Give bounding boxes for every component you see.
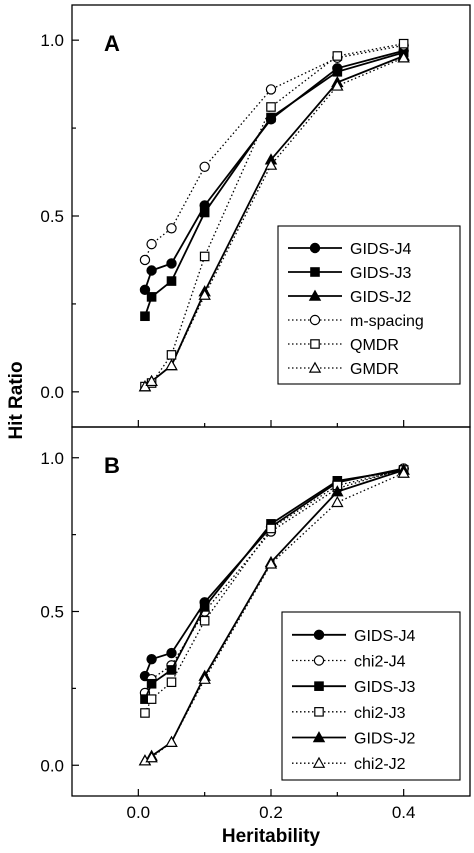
data-point-triangle-marker — [331, 79, 344, 91]
data-point-square-marker — [199, 602, 210, 612]
legend-box — [281, 611, 461, 781]
legend-circle-marker — [309, 314, 321, 326]
legend-label: chi2-J4 — [354, 654, 406, 671]
legend-label: chi2-J2 — [354, 756, 406, 773]
legend-label: GMDR — [350, 361, 399, 378]
data-point-circle-marker — [166, 223, 177, 234]
data-point-square-marker — [146, 694, 157, 704]
x-tick-label: 0.4 — [392, 803, 416, 822]
data-point-triangle-marker — [264, 158, 278, 170]
data-point-triangle-marker — [397, 51, 410, 63]
data-point-triangle-marker — [198, 672, 211, 684]
data-point-square-marker — [140, 311, 150, 322]
data-point-triangle-marker — [264, 557, 278, 569]
data-point-triangle-marker — [145, 374, 158, 387]
data-point-triangle-marker — [331, 485, 344, 497]
legend-triangle-marker — [308, 289, 322, 301]
legend-triangle-marker — [312, 756, 326, 768]
x-tick-label: 0.2 — [259, 803, 283, 822]
legend-label: GIDS-J4 — [354, 628, 415, 645]
data-point-square-marker — [398, 38, 409, 49]
panel-A: 0.0 0.5 1.0 A GIDS-J4 GIDS-J3 GIDS-J2 m-spacing… — [40, 4, 471, 428]
data-point-square-marker — [166, 677, 177, 688]
legend-box — [277, 225, 461, 385]
legend-label: GIDS-J4 — [350, 241, 411, 258]
legend-square-marker — [314, 707, 324, 717]
data-point-circle-marker — [199, 161, 210, 172]
data-point-triangle-marker — [198, 288, 211, 300]
panel-letter: B — [104, 453, 120, 478]
y-tick-label: 0.5 — [40, 207, 64, 226]
panel-B: 0.0 0.5 1.0 0.0 0.2 0.4 B GIDS-J4 chi2-J4 GIDS-J3… — [40, 426, 471, 822]
data-point-triangle-marker — [165, 359, 178, 371]
data-point-square-marker — [199, 615, 210, 626]
data-point-square-marker — [166, 665, 177, 675]
data-point-square-marker — [166, 350, 177, 360]
data-point-square-marker — [146, 292, 157, 302]
y-tick-label: 0.5 — [40, 603, 64, 622]
data-point-square-marker — [266, 523, 276, 534]
legend: GIDS-J4 chi2-J4 GIDS-J3 chi2-J3 GIDS-J2 chi2-… — [281, 611, 461, 781]
legend-label: GIDS-J3 — [354, 679, 415, 696]
legend-label: chi2-J3 — [354, 705, 406, 722]
data-point-circle-marker — [146, 238, 157, 250]
data-point-triangle-marker — [165, 735, 178, 747]
legend-square-marker — [314, 681, 324, 691]
data-point-circle-marker — [265, 84, 277, 95]
legend-triangle-marker — [312, 731, 326, 743]
data-point-circle-marker — [166, 647, 177, 659]
x-axis-title: Heritability — [222, 826, 321, 847]
data-point-circle-marker — [146, 653, 157, 665]
data-point-square-marker — [266, 102, 276, 112]
data-point-circle-marker — [146, 265, 157, 276]
data-point-triangle-marker — [331, 495, 344, 508]
legend-circle-marker — [309, 242, 321, 254]
legend-label: GIDS-J2 — [354, 731, 415, 748]
data-point-square-marker — [332, 51, 343, 61]
legend-square-marker — [310, 339, 320, 349]
y-tick-label: 1.0 — [40, 31, 64, 50]
data-point-circle-marker — [139, 254, 151, 266]
data-point-square-marker — [199, 207, 210, 218]
legend-label: GIDS-J3 — [350, 265, 411, 282]
legend-triangle-marker — [308, 361, 322, 373]
data-point-square-marker — [199, 251, 210, 262]
panel-letter: A — [104, 31, 120, 56]
data-point-triangle-marker — [145, 751, 158, 763]
series-chi2-J2 — [138, 466, 410, 766]
data-point-square-marker — [166, 276, 177, 286]
data-point-triangle-marker — [397, 466, 410, 478]
legend-label: QMDR — [350, 337, 399, 354]
y-tick-label: 0.0 — [40, 383, 64, 402]
legend: GIDS-J4 GIDS-J3 GIDS-J2 m-spacing QMDR GMDR — [277, 225, 461, 385]
series-GMDR — [138, 51, 410, 392]
data-point-square-marker — [146, 678, 157, 689]
data-point-square-marker — [266, 112, 276, 123]
legend-square-marker — [310, 267, 320, 277]
legend-label: m-spacing — [350, 313, 424, 330]
y-tick-label: 0.0 — [40, 756, 64, 775]
legend-circle-marker — [313, 629, 325, 641]
y-tick-label: 1.0 — [40, 449, 64, 468]
data-point-square-marker — [140, 708, 150, 718]
data-point-square-marker — [332, 67, 343, 77]
legend-circle-marker — [313, 655, 325, 666]
legend-label: GIDS-J2 — [350, 289, 411, 306]
y-axis-title: Hit Ratio — [6, 361, 27, 439]
x-tick-label: 0.0 — [127, 803, 151, 822]
data-point-circle-marker — [166, 258, 177, 269]
